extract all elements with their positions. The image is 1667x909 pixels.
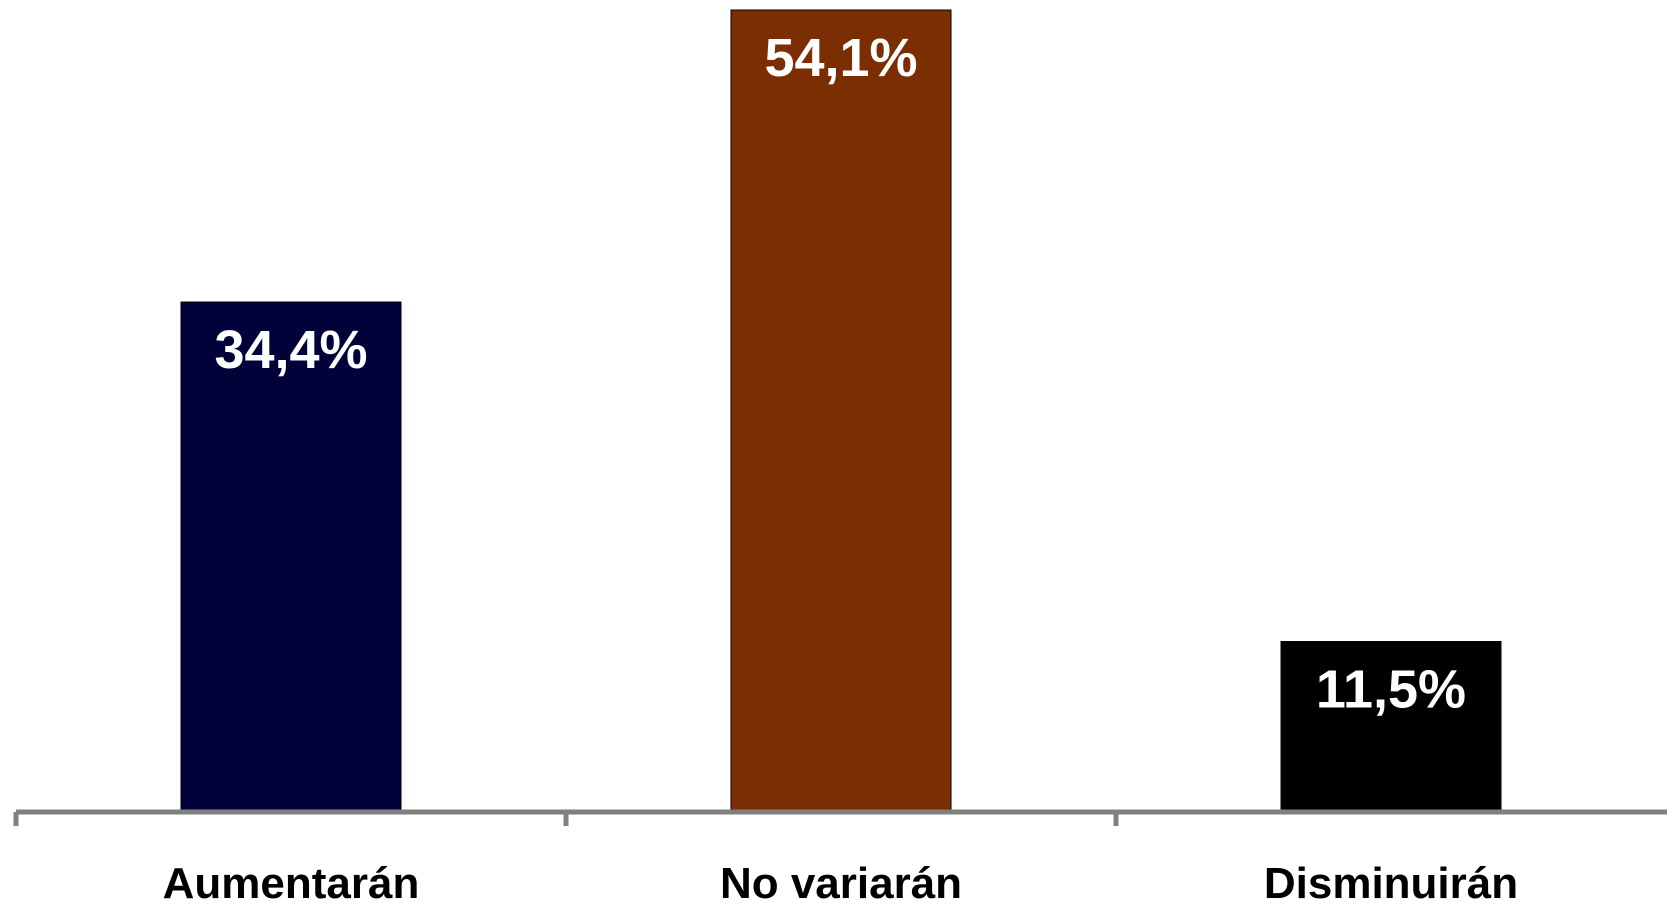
category-label: Disminuirán (1264, 859, 1518, 908)
bar-2 (730, 9, 952, 813)
x-axis (13, 809, 1667, 826)
bar-3 (1280, 641, 1502, 813)
bar-value-label: 11,5% (1316, 660, 1466, 720)
category-label: No variarán (720, 859, 962, 908)
category-labels-group: Aumentarán No variarán Disminuirán (163, 859, 1519, 908)
bar-1 (180, 301, 402, 813)
bars-group (180, 9, 1502, 813)
category-label: Aumentarán (163, 859, 420, 908)
bar-value-label: 34,4% (214, 320, 367, 380)
bar-value-label: 54,1% (764, 28, 917, 88)
data-labels-group: 34,4% 54,1% 11,5% (214, 28, 1466, 720)
